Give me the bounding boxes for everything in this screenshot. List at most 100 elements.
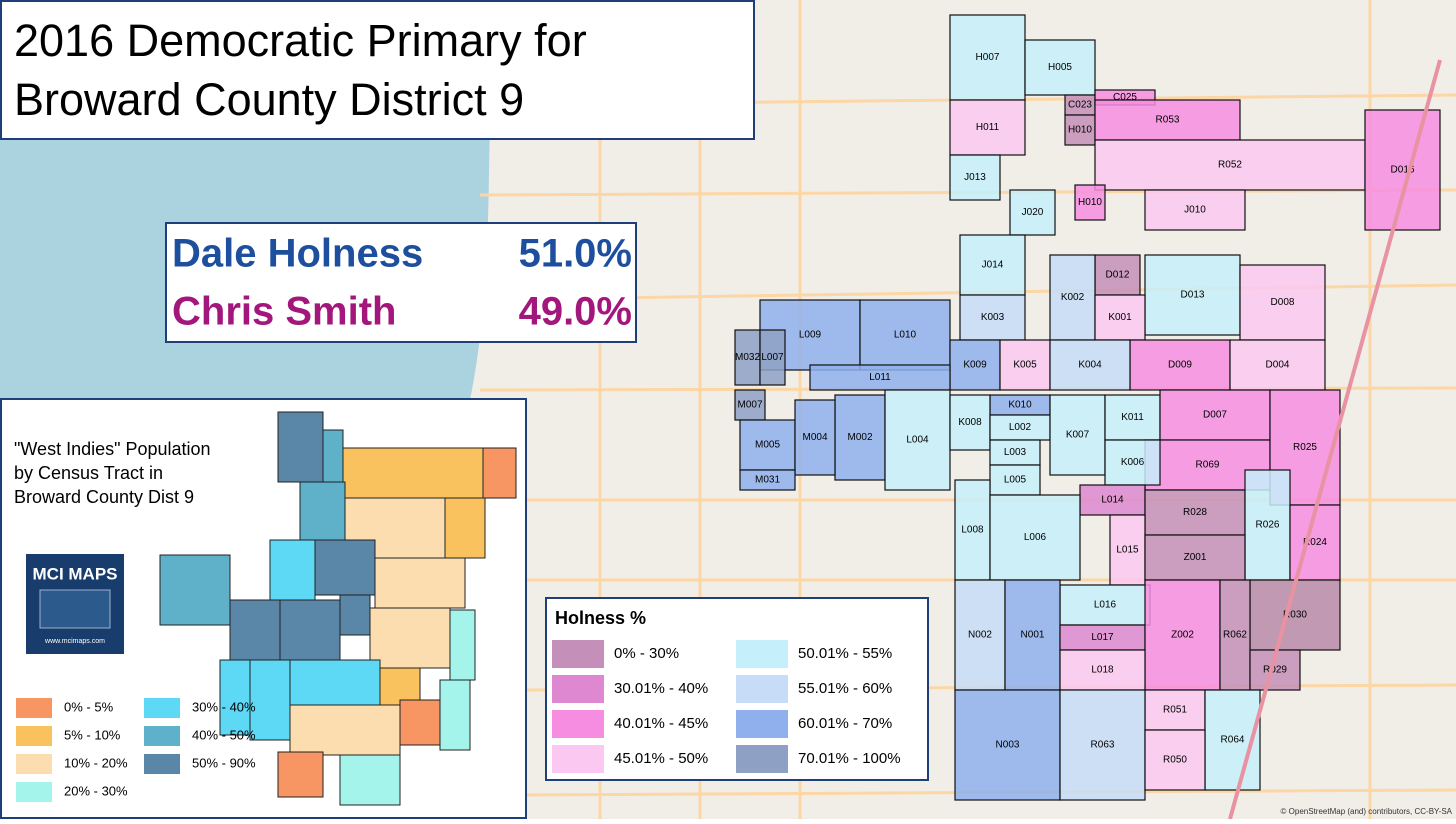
- precinct-label: D008: [1271, 297, 1295, 308]
- inset-legend-swatch: [16, 754, 52, 774]
- precinct-label: K001: [1108, 312, 1132, 323]
- legend-label: 0% - 30%: [614, 645, 679, 662]
- results-box: [165, 222, 637, 343]
- precinct: [949, 154, 1001, 201]
- inset-legend-swatch: [144, 698, 180, 718]
- inset-tract: [339, 754, 401, 806]
- inset-tract: [339, 594, 371, 636]
- precinct-label: L002: [1009, 422, 1032, 433]
- inset-legend-label: 5% - 10%: [64, 727, 121, 742]
- precinct-label: H010: [1068, 125, 1092, 136]
- interstate: [1228, 59, 1442, 820]
- inset-title: by Census Tract in: [14, 463, 163, 483]
- inset-tract: [369, 607, 451, 669]
- precinct-label: R063: [1091, 740, 1115, 751]
- precinct-label: L004: [906, 435, 929, 446]
- precinct-label: H011: [976, 122, 1000, 133]
- precinct: [1144, 189, 1246, 231]
- precinct: [734, 389, 766, 421]
- inset-legend-label: 0% - 5%: [64, 699, 114, 714]
- precinct: [1049, 394, 1106, 476]
- precinct-label: R051: [1163, 705, 1187, 716]
- precinct: [1009, 189, 1056, 236]
- precinct: [1249, 649, 1301, 691]
- inset-tract: [277, 751, 324, 798]
- precinct-label: D007: [1203, 410, 1227, 421]
- precinct: [734, 329, 761, 386]
- inset-tract: [219, 659, 251, 736]
- precinct-label: R028: [1183, 507, 1207, 518]
- precinct-label: R053: [1156, 115, 1180, 126]
- precinct-label: J013: [964, 172, 986, 183]
- precinct-label: R050: [1163, 755, 1187, 766]
- legend-label: 60.01% - 70%: [798, 715, 892, 732]
- inset-title: "West Indies" Population: [14, 439, 211, 459]
- precinct-label: K002: [1061, 292, 1085, 303]
- precinct-label: K007: [1066, 430, 1090, 441]
- legend-swatch: [552, 675, 604, 703]
- inset-tract: [439, 679, 471, 751]
- precinct-label: L018: [1091, 665, 1114, 676]
- legend-label: 50.01% - 55%: [798, 645, 892, 662]
- precinct: [859, 299, 951, 371]
- inset-tract: [444, 497, 486, 559]
- inset-map: "West Indies" Population by Census Tract …: [14, 411, 517, 806]
- legend-label: 45.01% - 50%: [614, 750, 708, 767]
- precinct-label: L005: [1004, 475, 1027, 486]
- precinct: [989, 494, 1081, 581]
- legend: 0% - 30% 30.01% - 40% 40.01% - 45% 45.01% -…: [552, 640, 901, 773]
- inset-tract: [314, 539, 376, 596]
- precinct-label: N003: [996, 740, 1020, 751]
- legend-swatch: [552, 745, 604, 773]
- precinct-label: M005: [755, 440, 780, 451]
- precinct-label: K003: [981, 312, 1005, 323]
- legend-swatch: [736, 640, 788, 668]
- precinct: [1244, 469, 1291, 581]
- precinct: [954, 689, 1061, 801]
- inset-legend-label: 10% - 20%: [64, 755, 128, 770]
- precinct-label: C023: [1068, 100, 1092, 111]
- inset-legend-swatch: [16, 698, 52, 718]
- precinct-label: C025: [1113, 92, 1137, 103]
- inset-tract: [342, 447, 484, 499]
- legend-label: 70.01% - 100%: [798, 750, 901, 767]
- precinct-label: R029: [1263, 665, 1287, 676]
- precinct-label: K008: [958, 417, 982, 428]
- precinct-label: H010: [1078, 197, 1102, 208]
- candidate-share: 51.0%: [519, 232, 632, 276]
- legend-swatch: [736, 710, 788, 738]
- precinct-label: K011: [1121, 412, 1144, 423]
- precinct: [989, 439, 1041, 466]
- inset-tract: [374, 557, 466, 609]
- precinct-label: L009: [799, 330, 822, 341]
- precinct-label: L014: [1101, 495, 1124, 506]
- precinct-label: R064: [1221, 735, 1245, 746]
- legend-label: 40.01% - 45%: [614, 715, 708, 732]
- precinct: [1049, 339, 1131, 391]
- precinct: [949, 99, 1026, 156]
- precinct: [1079, 484, 1146, 516]
- precinct-label: J014: [982, 260, 1004, 271]
- inset-tract: [399, 699, 441, 746]
- precinct: [1144, 254, 1241, 336]
- precinct: [759, 329, 786, 386]
- precinct-label: D012: [1106, 270, 1130, 281]
- precinct-label: D004: [1266, 360, 1290, 371]
- precinct: [949, 339, 1001, 391]
- inset-tract: [449, 609, 476, 681]
- precinct-label: D009: [1168, 360, 1192, 371]
- inset-legend-swatch: [144, 754, 180, 774]
- precinct: [1094, 139, 1366, 191]
- legend-title: Holness %: [555, 608, 646, 628]
- precinct-label: L011: [869, 372, 891, 383]
- precinct-label: K006: [1121, 457, 1145, 468]
- precinct-label: M031: [755, 475, 780, 486]
- precinct: [949, 394, 991, 451]
- precinct-label: R052: [1218, 160, 1242, 171]
- legend-label: 30.01% - 40%: [614, 680, 708, 697]
- inset-legend-label: 50% - 90%: [192, 755, 256, 770]
- precinct-label: R024: [1303, 537, 1327, 548]
- precinct: [739, 419, 796, 471]
- inset-tract: [249, 659, 291, 741]
